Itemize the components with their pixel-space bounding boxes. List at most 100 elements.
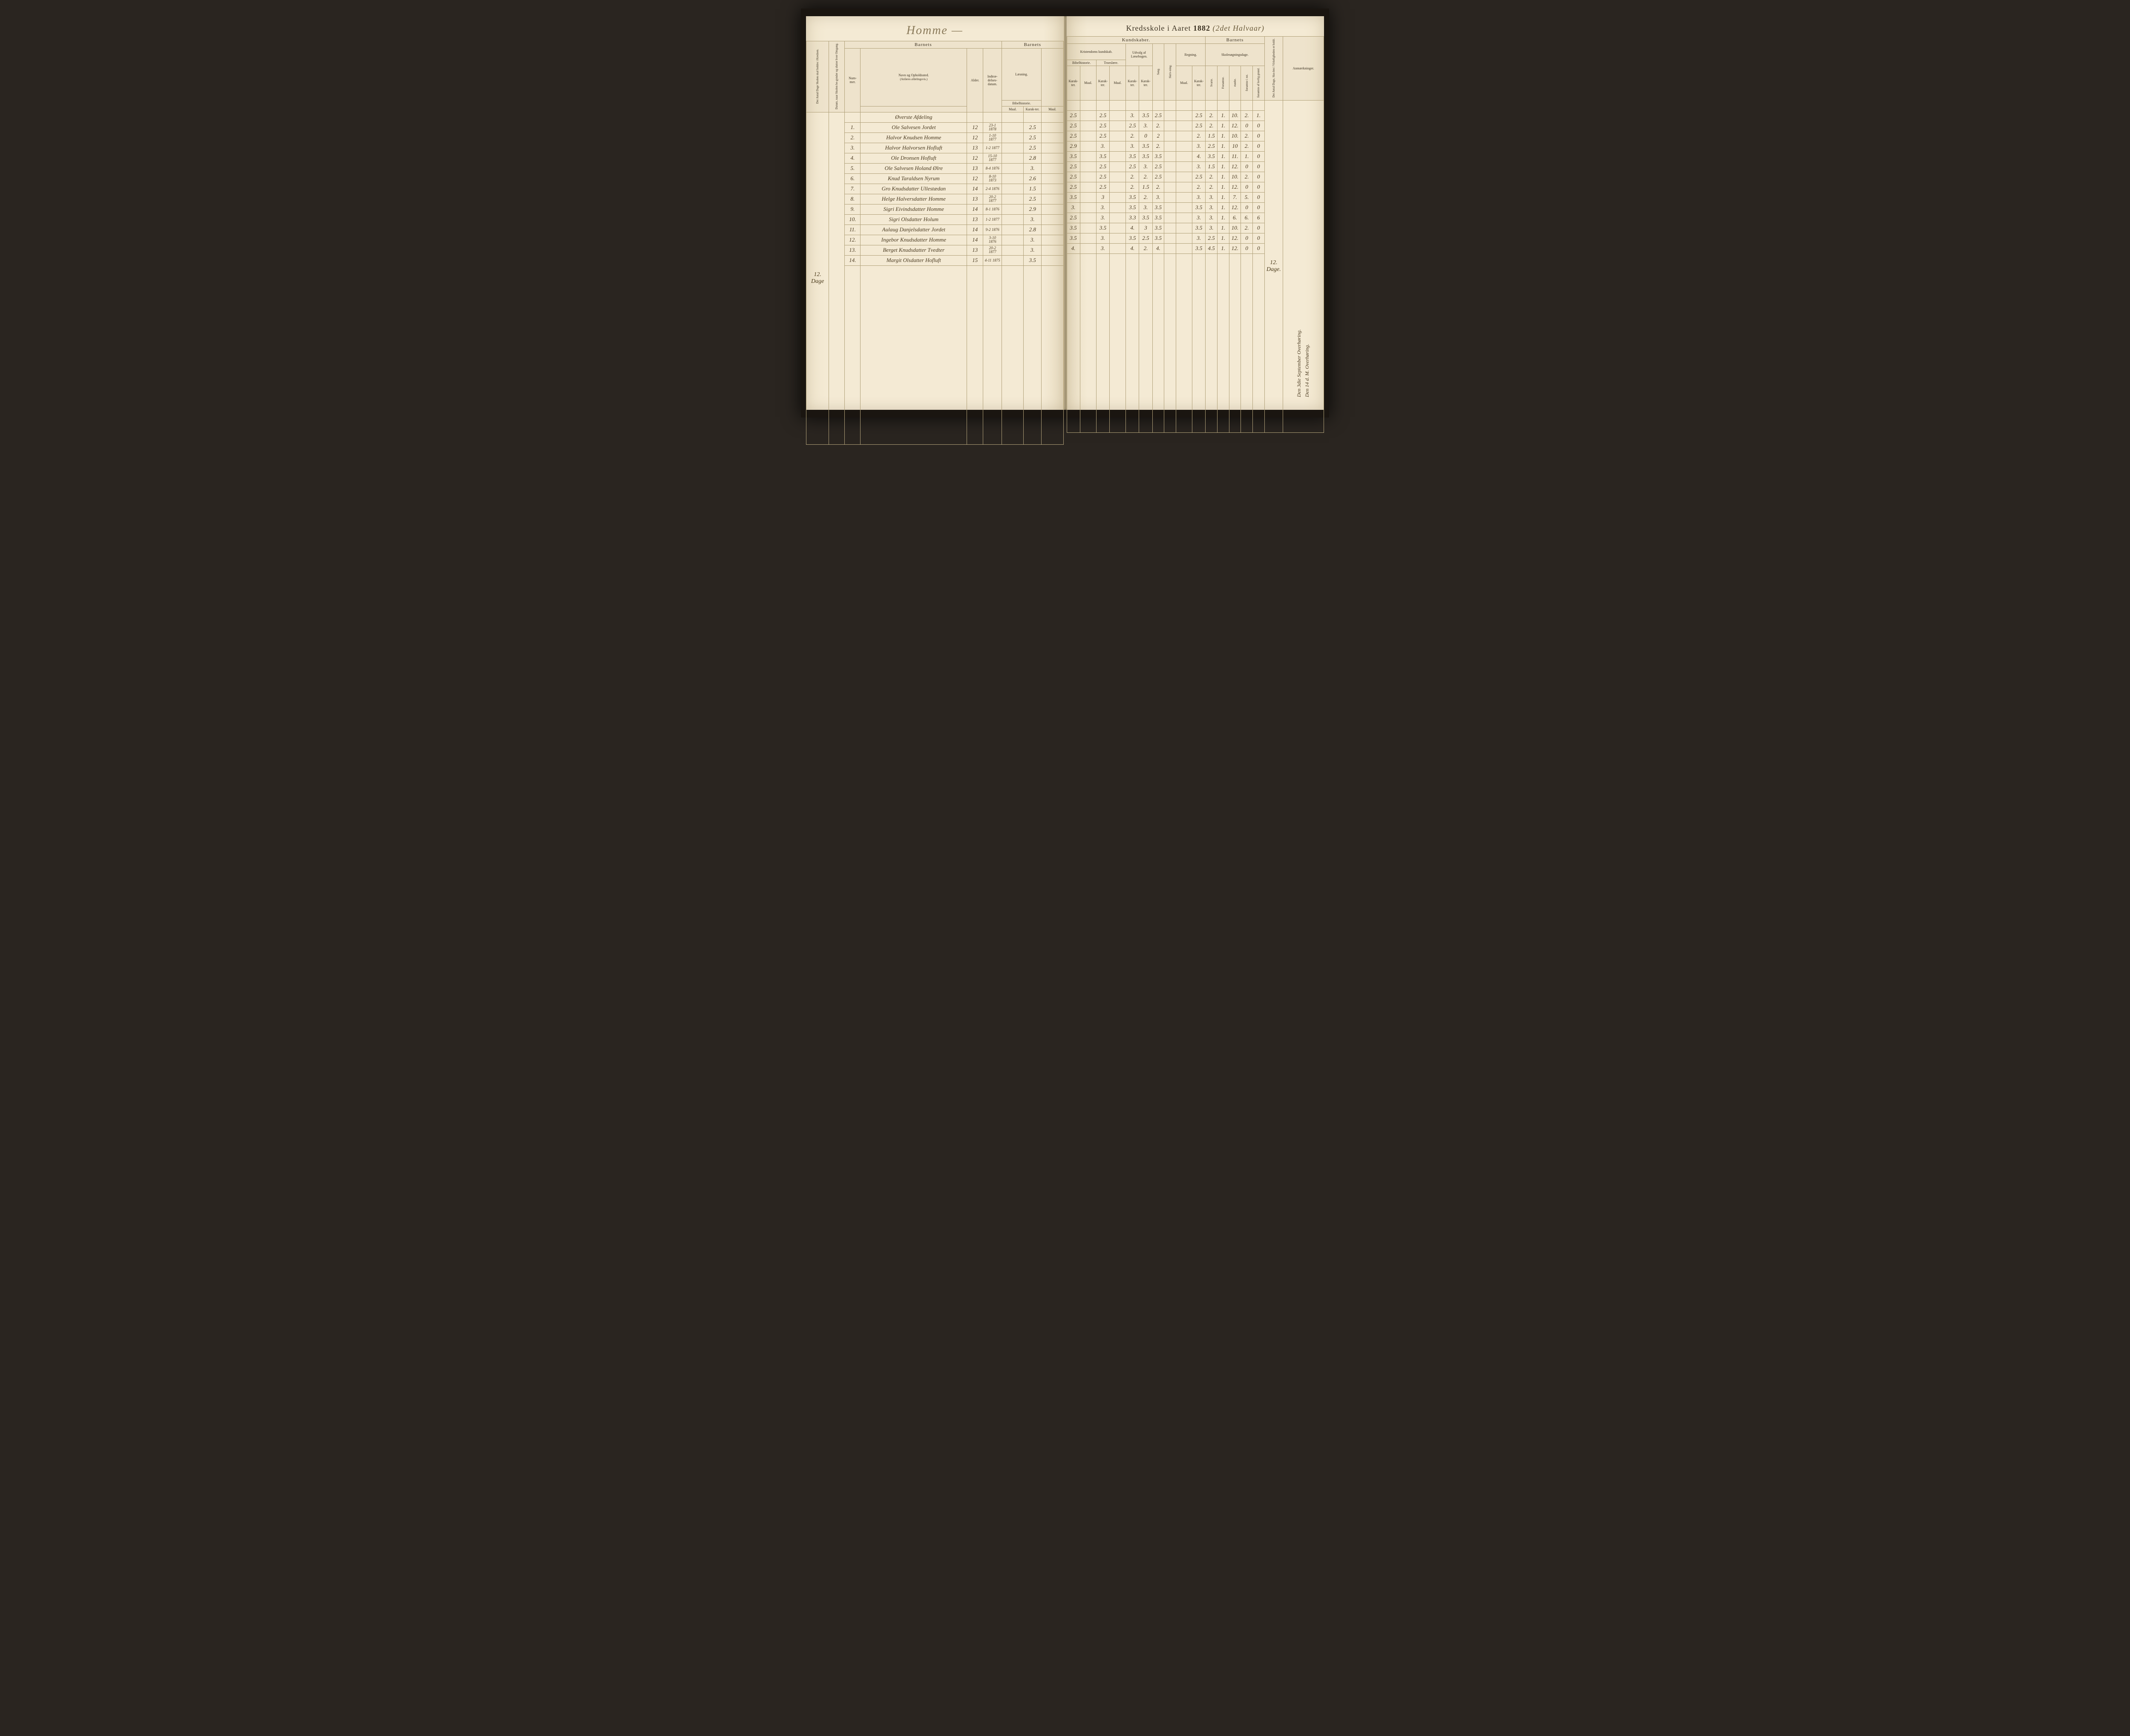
age: 13 xyxy=(967,194,983,204)
head-navn: Navn og Opholdssted. xyxy=(898,73,929,77)
grade: 3.3 xyxy=(1126,213,1139,223)
sd: 3.5 xyxy=(1206,151,1218,161)
head-barnets: Barnets xyxy=(845,41,1002,49)
sd: 0 xyxy=(1252,161,1264,172)
grade: 2.5 xyxy=(1139,233,1152,243)
sd: 6. xyxy=(1229,213,1241,223)
grade: 2.5 xyxy=(1024,143,1042,153)
col-virkelig: Det Antal Dage, Sko-len i Virkeligheden … xyxy=(1272,37,1275,98)
grade: 3.5 xyxy=(1192,223,1206,233)
dob: 15-10 1877 xyxy=(983,153,1002,163)
head-karak4: Karak-ter. xyxy=(1126,66,1139,100)
table-row: 8. Helge Halversdatter Homme 13 20-2 187… xyxy=(806,194,1064,204)
grade: 3.5 xyxy=(1139,110,1152,121)
grade: 2.5 xyxy=(1152,161,1164,172)
grade: 3.5 xyxy=(1024,255,1042,265)
head-udvalg: Udvalg af Læsebogen. xyxy=(1126,44,1152,66)
grade: 3. xyxy=(1139,202,1152,213)
grade: 3. xyxy=(1192,233,1206,243)
sd: 0 xyxy=(1241,233,1253,243)
grade: 2.5 xyxy=(1152,172,1164,182)
grade: 2 xyxy=(1152,131,1164,141)
head-kristen: Kristendoms kundskab. xyxy=(1067,44,1126,60)
grade: 2. xyxy=(1192,182,1206,192)
sd: 1. xyxy=(1252,110,1264,121)
table-row: 6. Knud Taraldsen Nyrum 12 8-10 1873 2.6 xyxy=(806,173,1064,184)
sd: 12. xyxy=(1229,182,1241,192)
sd: 10. xyxy=(1229,131,1241,141)
sd: 2. xyxy=(1206,110,1218,121)
grade: 2. xyxy=(1152,182,1164,192)
grade: 3.5 xyxy=(1152,202,1164,213)
grade: 3. xyxy=(1096,213,1109,223)
age: 12 xyxy=(967,173,983,184)
grade: 2. xyxy=(1192,131,1206,141)
sd: 1. xyxy=(1217,151,1229,161)
grade: 3. xyxy=(1096,202,1109,213)
sd: 2. xyxy=(1241,110,1253,121)
sd: 0 xyxy=(1241,161,1253,172)
grade: 4. xyxy=(1192,151,1206,161)
grade: 2. xyxy=(1126,182,1139,192)
grade: 3.5 xyxy=(1126,202,1139,213)
table-row: 12. Ingebor Knudsdatter Homme 14 3-10 18… xyxy=(806,235,1064,245)
head-navn-sub: (Anføres afdelingsvis.) xyxy=(900,78,928,81)
sd: 11. xyxy=(1229,151,1241,161)
grade: 2.5 xyxy=(1067,213,1080,223)
row-num: 3. xyxy=(845,143,861,153)
grade: 3.5 xyxy=(1152,151,1164,161)
student-name: Sigri Olsdatter Holum xyxy=(861,214,967,225)
sd: 10. xyxy=(1229,172,1241,182)
grade: 3 xyxy=(1139,223,1152,233)
sd: 1. xyxy=(1217,233,1229,243)
grade: 3. xyxy=(1126,110,1139,121)
row-num: 13. xyxy=(845,245,861,255)
sd: 6 xyxy=(1252,213,1264,223)
sd: 4.5 xyxy=(1206,243,1218,253)
grade: 3. xyxy=(1024,163,1042,173)
sd: 7. xyxy=(1229,192,1241,202)
sd: 0 xyxy=(1241,202,1253,213)
head-maal1: Maal. xyxy=(1002,106,1024,112)
row-num: 5. xyxy=(845,163,861,173)
grade: 3. xyxy=(1096,243,1109,253)
head-maal2: Maal. xyxy=(1042,106,1063,112)
table-row: 4. Ole Dronsen Hofluft 12 15-10 1877 2.8 xyxy=(806,153,1064,163)
age: 14 xyxy=(967,225,983,235)
row-num: 7. xyxy=(845,184,861,194)
grade: 3.5 xyxy=(1067,223,1080,233)
grade: 2.6 xyxy=(1024,173,1042,184)
grade: 3.5 xyxy=(1067,151,1080,161)
student-name: Ole Dronsen Hofluft xyxy=(861,153,967,163)
section-heading-row: 12. Dage Øverste Afdeling xyxy=(806,112,1064,122)
head-karak3: Karak-ter. xyxy=(1096,66,1109,100)
grade: 2. xyxy=(1139,243,1152,253)
student-name: Gro Knudsdatter Ullestædan xyxy=(861,184,967,194)
grade: 2. xyxy=(1139,172,1152,182)
head-indtra: Indtræ-delses-datum. xyxy=(983,49,1002,112)
dob: 20-2 1877 xyxy=(983,245,1002,255)
head-laesning: Læsning. xyxy=(1002,49,1042,101)
student-name: Berget Knudsdatter Tvedter xyxy=(861,245,967,255)
table-row: 10. Sigri Olsdatter Holum 13 1-2 1877 3. xyxy=(806,214,1064,225)
row-num: 9. xyxy=(845,204,861,214)
grade: 4. xyxy=(1126,223,1139,233)
sd: 6. xyxy=(1241,213,1253,223)
grade: 4. xyxy=(1152,243,1164,253)
age: 13 xyxy=(967,245,983,255)
sd: 1. xyxy=(1217,161,1229,172)
sd: 1. xyxy=(1217,223,1229,233)
student-name: Ingebor Knudsdatter Homme xyxy=(861,235,967,245)
grade: 2.5 xyxy=(1096,131,1109,141)
grade: 2.5 xyxy=(1024,132,1042,143)
grade: 3. xyxy=(1192,141,1206,151)
head-regning: Regning. xyxy=(1176,44,1205,66)
grade: 2.5 xyxy=(1192,172,1206,182)
sd: 0 xyxy=(1252,192,1264,202)
row-num: 1. xyxy=(845,122,861,132)
dob: 9-2 1876 xyxy=(983,225,1002,235)
sd: 2.5 xyxy=(1206,141,1218,151)
grade: 2.5 xyxy=(1126,121,1139,131)
col-datum: Datum, naar Skolen be-gynder og slutter … xyxy=(835,42,838,110)
head-sang: Sang. xyxy=(1157,67,1160,76)
